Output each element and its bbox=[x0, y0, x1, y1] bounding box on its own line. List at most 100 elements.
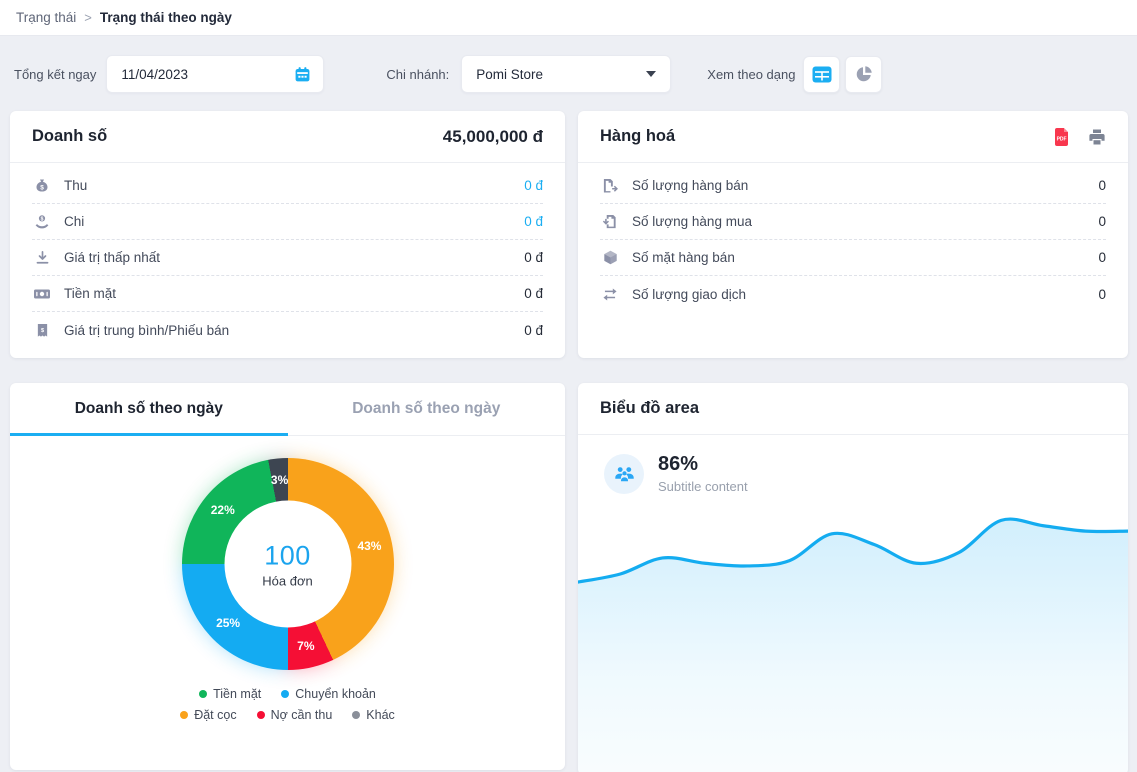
donut-center: 100 Hóa đơn bbox=[224, 500, 351, 628]
row-value: 0 đ bbox=[524, 214, 543, 229]
table-row: $ Thu 0 đ bbox=[32, 168, 543, 204]
row-value: 0 đ bbox=[524, 322, 543, 338]
download-icon bbox=[32, 250, 52, 265]
row-value: 0 bbox=[1098, 286, 1106, 302]
table-row: $ Chi 0 đ bbox=[32, 204, 543, 240]
table-row: Số lượng hàng mua 0 bbox=[600, 204, 1106, 240]
hand-coin-icon: $ bbox=[32, 214, 52, 230]
area-line bbox=[578, 517, 1128, 584]
sales-card-title: Doanh số bbox=[32, 127, 108, 145]
donut-segment-label: 3% bbox=[270, 473, 289, 488]
date-filter-label: Tổng kết ngay bbox=[14, 66, 97, 82]
row-label: Thu bbox=[64, 178, 88, 193]
legend-item: Tiền mặt bbox=[199, 687, 261, 701]
invoice-count-label: Hóa đơn bbox=[262, 573, 313, 588]
print-button[interactable] bbox=[1088, 128, 1106, 146]
donut-segment-label: 22% bbox=[210, 503, 235, 518]
row-label: Số lượng hàng mua bbox=[632, 214, 752, 229]
legend-item: Nợ cần thu bbox=[256, 708, 332, 722]
chart-view-button[interactable] bbox=[845, 55, 883, 93]
breadcrumb: Trạng thái > Trạng thái theo ngày bbox=[0, 0, 1137, 36]
legend-dot bbox=[199, 690, 208, 698]
svg-text:$: $ bbox=[40, 327, 44, 333]
pie-chart-icon bbox=[856, 66, 872, 82]
sales-total: 45,000,000 đ bbox=[442, 126, 543, 146]
breadcrumb-current: Trạng thái theo ngày bbox=[99, 10, 232, 25]
area-chart bbox=[578, 517, 1128, 772]
donut-segment-label: 25% bbox=[216, 616, 241, 631]
filter-bar: Tổng kết ngay 11/04/2023 Chi nhánh: Pomi… bbox=[0, 36, 1137, 111]
donut-segment-label: 43% bbox=[357, 538, 382, 553]
legend-item: Khác bbox=[352, 708, 395, 722]
table-row: Số lượng giao dịch 0 bbox=[600, 276, 1106, 312]
row-label: Số lượng hàng bán bbox=[632, 178, 749, 193]
area-chart-card: Biểu đồ area 86% Subtitle content bbox=[578, 383, 1128, 772]
pdf-icon: PDF bbox=[1055, 127, 1068, 146]
row-value: 0 bbox=[1098, 178, 1106, 193]
row-value: 0 bbox=[1098, 250, 1106, 265]
row-label: Số lượng giao dịch bbox=[632, 286, 746, 302]
exchange-icon bbox=[600, 287, 620, 302]
row-label: Giá trị trung bình/Phiếu bán bbox=[64, 322, 230, 338]
sales-card: Doanh số 45,000,000 đ $ Thu 0 đ $ Chi 0 … bbox=[10, 111, 565, 358]
stat-subtitle: Subtitle content bbox=[658, 479, 748, 494]
file-import-icon bbox=[600, 214, 620, 229]
sales-by-day-card: Doanh số theo ngày Doanh số theo ngày 43… bbox=[10, 383, 565, 770]
donut-chart: 43% 7% 25% 22% 3% 100 Hóa đơn bbox=[181, 458, 394, 670]
goods-card-title: Hàng hoá bbox=[600, 127, 676, 145]
donut-segment-label: 7% bbox=[297, 638, 315, 653]
branch-selected-value: Pomi Store bbox=[476, 66, 544, 82]
export-pdf-button[interactable]: PDF bbox=[1054, 127, 1070, 146]
svg-text:$: $ bbox=[40, 184, 44, 191]
printer-icon bbox=[1089, 129, 1105, 144]
legend-item: Đặt cọc bbox=[180, 708, 237, 722]
breadcrumb-separator-icon: > bbox=[84, 10, 92, 25]
users-icon bbox=[604, 453, 644, 494]
receipt-icon: $ bbox=[32, 323, 52, 338]
table-row: Số lượng hàng bán 0 bbox=[600, 168, 1106, 204]
tab-sales-by-day-2[interactable]: Doanh số theo ngày bbox=[352, 400, 501, 417]
branch-select[interactable]: Pomi Store bbox=[461, 55, 672, 93]
row-value: 0 đ bbox=[524, 286, 543, 301]
banknote-icon bbox=[32, 287, 52, 301]
tab-bar: Doanh số theo ngày Doanh số theo ngày bbox=[10, 383, 565, 436]
date-input[interactable]: 11/04/2023 bbox=[106, 55, 325, 93]
legend-dot bbox=[180, 711, 189, 719]
breadcrumb-parent[interactable]: Trạng thái bbox=[16, 10, 77, 25]
table-row: Giá trị thấp nhất 0 đ bbox=[32, 240, 543, 276]
legend-dot bbox=[352, 711, 361, 719]
date-value: 11/04/2023 bbox=[121, 66, 188, 82]
legend-dot bbox=[256, 711, 265, 719]
row-label: Tiền mặt bbox=[64, 286, 117, 301]
view-mode-label: Xem theo dạng bbox=[707, 66, 796, 82]
tab-sales-by-day-1[interactable]: Doanh số theo ngày bbox=[10, 383, 288, 436]
row-label: Giá trị thấp nhất bbox=[64, 250, 161, 265]
row-label: Chi bbox=[64, 214, 85, 229]
chevron-down-icon bbox=[646, 71, 657, 77]
table-view-button[interactable] bbox=[803, 55, 841, 93]
area-card-title: Biểu đồ area bbox=[600, 399, 700, 417]
legend-dot bbox=[281, 690, 290, 698]
donut-legend: Tiền mặt Chuyển khoản Đặt cọc Nợ cần thu Khá… bbox=[10, 687, 565, 722]
table-row: $ Giá trị trung bình/Phiếu bán 0 đ bbox=[32, 312, 543, 348]
calendar-icon[interactable] bbox=[294, 66, 311, 83]
row-value: 0 bbox=[1098, 214, 1106, 229]
svg-text:PDF: PDF bbox=[1057, 136, 1067, 142]
stat-block: 86% Subtitle content bbox=[578, 435, 1128, 498]
svg-text:$: $ bbox=[41, 216, 44, 222]
table-icon bbox=[812, 66, 832, 82]
stat-value: 86% bbox=[658, 453, 699, 475]
donut-segment-labels: 43% 7% 25% 22% 3% bbox=[182, 458, 394, 670]
invoice-count: 100 bbox=[264, 540, 311, 570]
branch-filter-label: Chi nhánh: bbox=[386, 66, 450, 82]
goods-card: Hàng hoá PDF bbox=[578, 111, 1128, 358]
row-label: Số mặt hàng bán bbox=[632, 250, 735, 265]
money-bag-icon: $ bbox=[32, 178, 52, 194]
cube-icon bbox=[600, 250, 620, 265]
table-row: Số mặt hàng bán 0 bbox=[600, 240, 1106, 276]
row-value: 0 đ bbox=[524, 250, 543, 265]
row-value: 0 đ bbox=[524, 178, 543, 193]
file-export-icon bbox=[600, 178, 620, 193]
legend-item: Chuyển khoản bbox=[281, 687, 376, 701]
area-fill bbox=[578, 519, 1128, 772]
